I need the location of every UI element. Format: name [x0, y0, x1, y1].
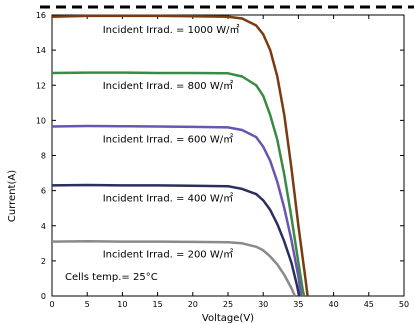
series-line [51, 183, 301, 297]
y-tick-label: 8 [41, 152, 46, 161]
series-label: Incident Irrad. = 800 W/㎡ [103, 80, 233, 92]
y-tick-label: 4 [41, 222, 46, 231]
y-axis-ticks: 0 2 4 6 8 10 12 14 16 [36, 11, 404, 301]
series-labels: Incident Irrad. = 1000 W/㎡ Incident Irrad… [103, 24, 240, 261]
series-line [51, 14, 309, 297]
y-tick-label: 14 [36, 46, 46, 55]
x-tick-label: 25 [223, 300, 233, 309]
x-tick-label: 15 [153, 300, 163, 309]
series-label: Incident Irrad. = 200 W/㎡ [103, 249, 233, 261]
series-line [51, 239, 297, 297]
series-label: Incident Irrad. = 600 W/㎡ [103, 134, 233, 146]
cells-temp-annotation: Cells temp.= 25°C [65, 272, 158, 283]
y-tick-label: 0 [41, 292, 46, 301]
x-tick-label: 50 [399, 300, 409, 309]
x-tick-label: 40 [329, 300, 339, 309]
x-tick-label: 20 [188, 300, 198, 309]
x-axis-ticks: 0 5 10 15 20 25 30 35 40 45 50 [49, 15, 409, 309]
y-tick-label: 10 [36, 116, 46, 125]
x-tick-label: 30 [258, 300, 268, 309]
x-tick-label: 10 [117, 300, 127, 309]
y-axis-title: Current(A) [7, 170, 18, 222]
y-tick-label: 16 [36, 11, 46, 20]
series-curves [51, 14, 309, 297]
series-label: Incident Irrad. = 1000 W/㎡ [103, 24, 240, 36]
y-tick-label: 6 [41, 187, 46, 196]
series-label: Incident Irrad. = 400 W/㎡ [103, 192, 233, 204]
x-tick-label: 0 [49, 300, 54, 309]
x-tick-label: 35 [293, 300, 303, 309]
x-tick-label: 45 [364, 300, 374, 309]
series-line [51, 124, 303, 297]
x-tick-label: 5 [85, 300, 90, 309]
series-line [51, 71, 306, 297]
y-tick-label: 12 [36, 81, 46, 90]
y-tick-label: 2 [41, 257, 46, 266]
x-axis-title: Voltage(V) [202, 313, 254, 324]
